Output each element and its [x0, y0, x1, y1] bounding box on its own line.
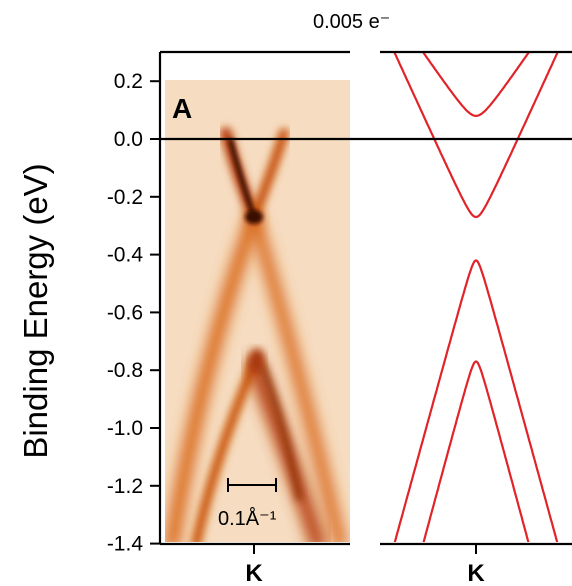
band-curve [393, 259, 559, 542]
band-structure-panel [393, 52, 559, 542]
arpes-band [249, 128, 289, 223]
arpes-band [165, 210, 261, 542]
y-tick-label: 0.0 [114, 128, 143, 151]
y-tick-label: -0.6 [107, 301, 143, 324]
k-label-right: K [467, 560, 485, 586]
y-tick-label: -1.4 [107, 533, 144, 556]
y-axis: 0.2 0.0 -0.2 -0.4 -0.6 -0.8 -1.0 -1.2 -1.4 [107, 70, 160, 556]
arpes-band [191, 359, 259, 542]
panel-label: A [172, 93, 192, 124]
scale-bar-label: 0.1Å⁻¹ [218, 507, 277, 530]
band-curve [393, 52, 559, 219]
k-label-left: K [245, 560, 263, 586]
arpes-band [248, 211, 346, 542]
scale-bar: 0.1Å⁻¹ [218, 478, 277, 530]
y-tick-label: -1.0 [107, 417, 143, 440]
doping-label: 0.005 e⁻ [313, 11, 390, 33]
y-tick-label: -0.4 [107, 244, 144, 267]
arpes-band-core [227, 138, 257, 218]
band-curve [422, 360, 530, 542]
dirac-point [245, 210, 263, 225]
y-tick-label: -1.2 [107, 475, 143, 498]
y-tick-label: -0.2 [107, 186, 143, 209]
arpes-panel [165, 80, 350, 542]
lower-crossing [249, 348, 265, 373]
y-tick-label: -0.8 [107, 359, 143, 382]
arpes-band-core [259, 363, 303, 501]
y-tick-label: 0.2 [114, 70, 143, 93]
y-axis-title: Binding Energy (eV) [17, 163, 54, 458]
arpes-intensity [165, 127, 346, 542]
band-curve [422, 52, 530, 118]
